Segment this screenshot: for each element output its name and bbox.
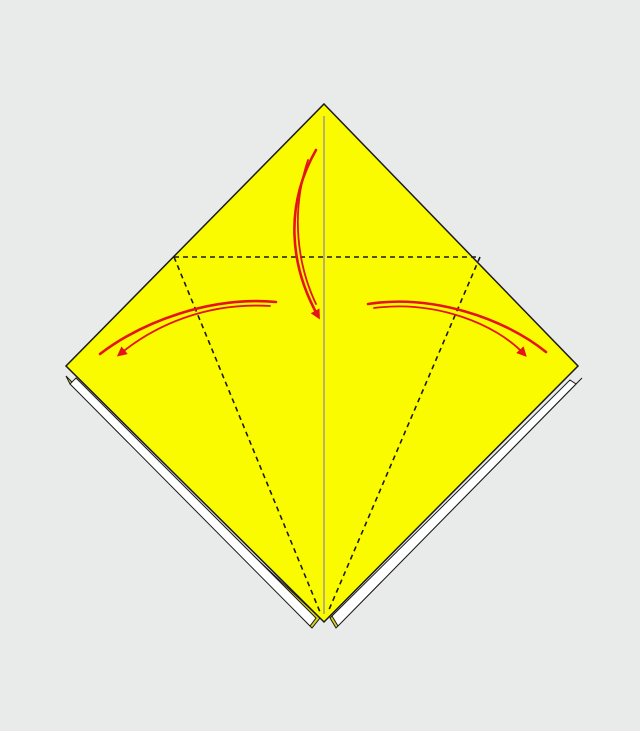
yellow-square-diamond (66, 104, 578, 622)
